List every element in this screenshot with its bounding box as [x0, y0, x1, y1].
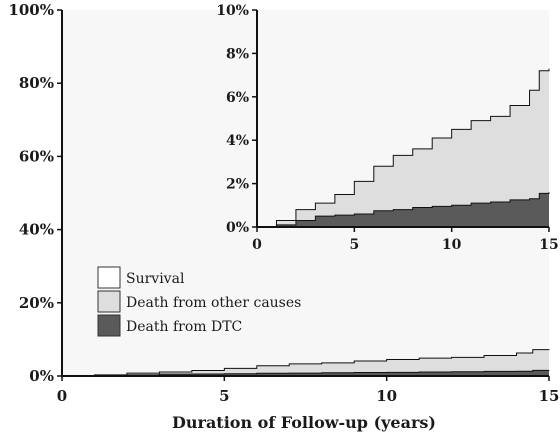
inset-y-tick-label: 4% — [226, 133, 249, 149]
inset-x-tick-label: 5 — [349, 237, 359, 253]
inset-y-tick-label: 8% — [226, 46, 249, 62]
main-x-tick-label: 5 — [219, 387, 229, 405]
main-x-tick-label: 0 — [57, 387, 67, 405]
main-y-tick-label: 60% — [19, 147, 54, 165]
legend-label-other: Death from other causes — [126, 295, 301, 311]
inset-x-tick-label: 0 — [252, 237, 262, 253]
legend-swatch-dtc — [97, 314, 121, 337]
main-other-causes-line — [62, 349, 550, 377]
inset-y-tick-label: 0% — [226, 220, 249, 236]
main-other-causes-area — [62, 349, 549, 376]
legend-label-survival: Survival — [126, 271, 185, 287]
main-y-tick-label: 20% — [19, 294, 54, 312]
main-y-tick-label: 80% — [19, 74, 54, 92]
main-dtc-line — [62, 369, 550, 377]
inset-other-causes-line — [257, 68, 550, 228]
legend: Survival Death from other causes Death f… — [97, 266, 301, 337]
inset-other-causes-area — [257, 68, 549, 227]
main-x-tick-label: 15 — [539, 387, 560, 405]
inset-x-tick-label: 15 — [539, 237, 558, 253]
inset-x-tick-label: 10 — [442, 237, 462, 253]
inset-y-tick-label: 10% — [216, 3, 249, 19]
inset-plot: 0% 2% 4% 6% 8% 10% 0 5 10 15 — [216, 3, 559, 253]
main-y-tick-label: 100% — [8, 1, 54, 19]
x-axis-title: Duration of Follow-up (years) — [172, 413, 436, 432]
legend-swatch-other — [97, 290, 121, 313]
legend-swatch-survival — [97, 266, 121, 289]
inset-dtc-line — [257, 192, 550, 228]
inset-y-tick-label: 2% — [226, 177, 249, 193]
inset-y-tick-label: 6% — [226, 90, 249, 106]
main-x-tick-label: 10 — [376, 387, 397, 405]
main-y-tick-label: 0% — [29, 367, 54, 385]
legend-label-dtc: Death from DTC — [126, 319, 242, 335]
main-y-tick-label: 40% — [19, 221, 54, 239]
